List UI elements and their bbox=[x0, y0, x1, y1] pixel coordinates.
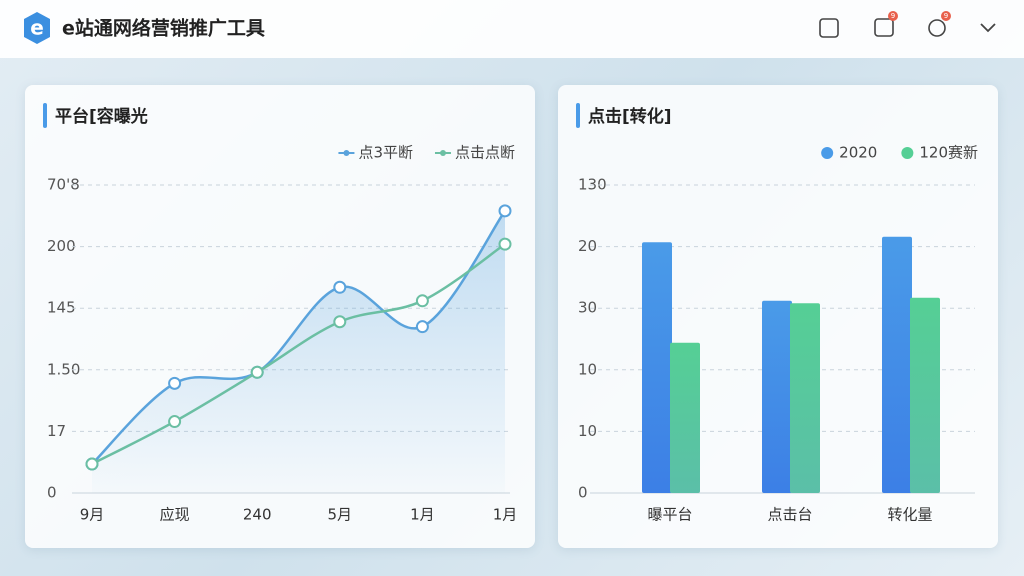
title-accent bbox=[576, 103, 580, 128]
alert-icon[interactable] bbox=[928, 19, 946, 37]
bar bbox=[790, 303, 820, 493]
area bbox=[92, 210, 505, 493]
x-tick-label: 应现 bbox=[160, 506, 190, 524]
bar bbox=[642, 242, 672, 493]
y-tick-label: 10 bbox=[578, 360, 597, 378]
bar bbox=[670, 342, 700, 493]
x-tick-label: 1月 bbox=[493, 506, 518, 524]
point bbox=[85, 457, 99, 471]
x-tick-label: 点击台 bbox=[767, 506, 812, 524]
point bbox=[498, 204, 512, 218]
legend-label: 2020 bbox=[839, 144, 877, 162]
point bbox=[415, 294, 429, 308]
y-tick-label: 1.50 bbox=[47, 360, 80, 378]
bar bbox=[882, 236, 912, 493]
header: e e站通网络营销推广工具 9 9 bbox=[0, 0, 1024, 58]
point bbox=[168, 415, 182, 429]
y-tick-label: 30 bbox=[578, 299, 597, 317]
badge-count: 9 bbox=[891, 12, 895, 20]
point bbox=[168, 376, 182, 390]
legend-marker bbox=[901, 147, 914, 159]
legend-label: 点击点断 bbox=[455, 144, 515, 162]
notification-icon[interactable] bbox=[874, 18, 894, 37]
legend-marker bbox=[821, 147, 834, 159]
legend-marker bbox=[439, 150, 446, 156]
panel-title: 点击[转化] bbox=[588, 106, 672, 127]
logo-badge bbox=[24, 12, 50, 44]
point bbox=[333, 280, 347, 294]
logo: e bbox=[30, 16, 44, 40]
x-tick-label: 转化量 bbox=[887, 506, 932, 524]
y-tick-label: 70'8 bbox=[47, 176, 80, 194]
x-tick-label: 5月 bbox=[328, 506, 353, 524]
y-tick-label: 10 bbox=[578, 422, 597, 440]
line bbox=[91, 243, 506, 466]
bar bbox=[910, 297, 940, 493]
y-tick-label: 145 bbox=[47, 299, 76, 317]
point bbox=[250, 365, 264, 379]
header-bar: e e站通网络营销推广工具 9 9 bbox=[24, 11, 996, 44]
badge-count: 9 bbox=[944, 12, 948, 20]
x-tick-label: 240 bbox=[243, 506, 272, 524]
y-tick-label: 0 bbox=[578, 484, 588, 502]
app-title: e站通网络营销推广工具 bbox=[62, 17, 265, 40]
window-icon[interactable] bbox=[819, 18, 839, 38]
x-tick-label: 曝平台 bbox=[647, 506, 692, 524]
point bbox=[415, 320, 429, 334]
x-tick-label: 9月 bbox=[80, 506, 105, 524]
bar bbox=[762, 300, 792, 493]
legend-label: 点3平断 bbox=[358, 144, 413, 162]
y-tick-label: 20 bbox=[578, 237, 597, 255]
y-tick-label: 0 bbox=[47, 484, 57, 502]
legend-marker bbox=[343, 150, 350, 156]
point bbox=[333, 315, 347, 329]
panel-title: 平台[容曝光 bbox=[55, 106, 148, 127]
legend-label: 120赛新 bbox=[919, 144, 978, 162]
title-accent bbox=[43, 103, 47, 128]
y-tick-label: 200 bbox=[47, 237, 76, 255]
point bbox=[498, 237, 512, 251]
badge bbox=[888, 11, 898, 21]
badge bbox=[941, 11, 951, 21]
x-tick-label: 1月 bbox=[410, 506, 435, 524]
y-tick-label: 17 bbox=[47, 422, 66, 440]
dropdown-icon[interactable] bbox=[980, 23, 996, 33]
